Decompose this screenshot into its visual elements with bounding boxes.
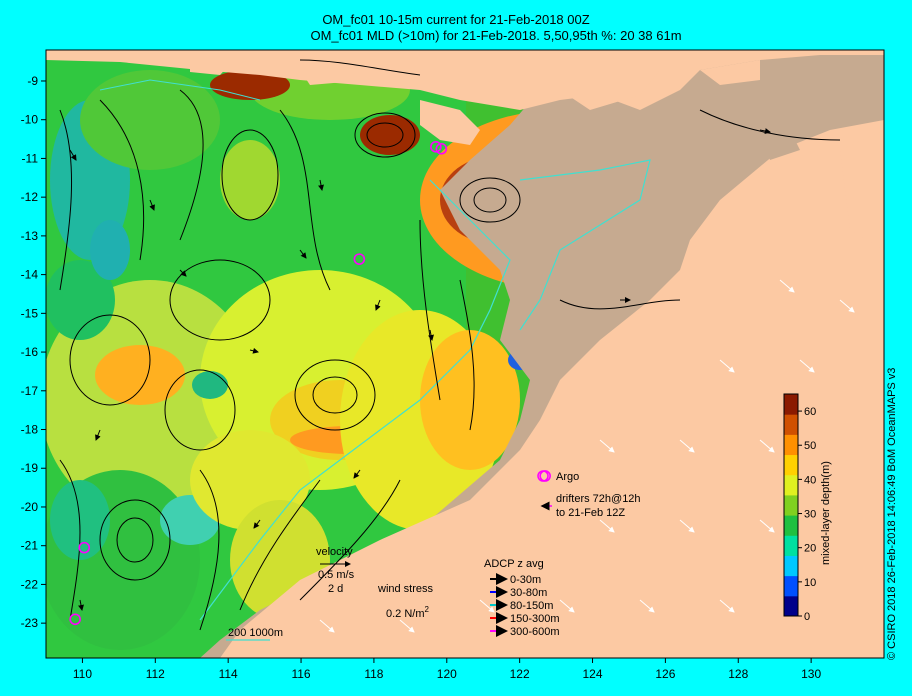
- argo-legend-label: Argo: [556, 471, 579, 483]
- map-subtitle: OM_fc01 MLD (>10m) for 21-Feb-2018. 5,50…: [310, 28, 682, 43]
- colorbar-label: mixed-layer depth(m): [820, 461, 832, 565]
- australia-land: [220, 120, 884, 658]
- velocity-time: 2 d: [328, 583, 343, 595]
- colorbar-cell: [784, 595, 798, 617]
- argo-float-marker: [435, 142, 448, 155]
- x-tick-label: 112: [146, 667, 165, 681]
- colorbar-tick-label: 60: [804, 406, 816, 418]
- plot-frame: [45, 49, 885, 659]
- argo-float-marker: [430, 141, 442, 153]
- adcp-legend-label: 0-30m: [510, 574, 541, 586]
- y-tick-label: -15: [21, 306, 39, 320]
- y-tick-label: -11: [22, 151, 39, 165]
- credit-text: © CSIRO 2018 26-Feb-2018 14:06:49 BoM Oc…: [886, 367, 898, 660]
- map-title: OM_fc01 10-15m current for 21-Feb-2018 0…: [322, 12, 590, 27]
- x-tick-label: 124: [583, 667, 603, 681]
- wind-stress-scale: 0.2 N/m2: [386, 605, 430, 620]
- adcp-legend-label: 30-80m: [510, 587, 547, 599]
- colorbar-cell: [784, 494, 798, 516]
- map-legend: Argo drifters 72h@12h to 21-Feb 12Z velo…: [226, 470, 641, 641]
- wind-stress-label: wind stress: [377, 583, 434, 595]
- y-tick-label: -13: [21, 229, 39, 243]
- colorbar-tick-label: 50: [804, 440, 816, 452]
- x-tick-label: 128: [728, 667, 748, 681]
- argo-float-marker: [69, 613, 81, 626]
- x-tick-label: 122: [510, 667, 530, 681]
- y-tick-label: -14: [21, 268, 39, 282]
- y-tick-label: -12: [21, 190, 39, 204]
- x-tick-label: 120: [437, 667, 457, 681]
- x-axis: 110 112 114 116 118 120 122 124 126 128 130: [73, 658, 821, 681]
- current-arrows: [69, 128, 771, 611]
- y-tick-label: -17: [21, 384, 39, 398]
- drifters-label-1: drifters 72h@12h: [556, 493, 641, 505]
- colorbar-tick-label: 0: [804, 611, 810, 623]
- colorbar-tick-label: 10: [804, 577, 816, 589]
- x-tick-label: 110: [73, 667, 92, 681]
- isobath-legend-label: 200 1000m: [228, 627, 283, 639]
- adcp-legend-label: 80-150m: [510, 600, 553, 612]
- y-tick-label: -20: [21, 500, 39, 514]
- x-tick-label: 116: [291, 667, 310, 681]
- y-tick-label: -21: [21, 539, 39, 553]
- colorbar-cell: [784, 414, 798, 435]
- argo-float-marker: [353, 253, 366, 265]
- colorbar-cell: [784, 394, 798, 415]
- colorbar-cell: [784, 575, 798, 597]
- colorbar-tick-label: 40: [804, 474, 816, 486]
- colorbar-frame: [783, 393, 799, 617]
- y-tick-label: -9: [27, 74, 38, 88]
- y-tick-label: -23: [21, 616, 39, 630]
- x-tick-label: 114: [219, 667, 238, 681]
- wind-stress-arrows: [319, 279, 855, 633]
- x-tick-label: 126: [655, 667, 675, 681]
- colorbar-cell: [784, 515, 798, 536]
- colorbar-cell: [784, 434, 798, 456]
- velocity-scale: 0.5 m/s: [318, 569, 355, 581]
- colorbar-tick-label: 30: [804, 509, 816, 521]
- y-tick-label: -22: [21, 577, 39, 591]
- colorbar-cell: [784, 555, 798, 577]
- colorbar: 0 10 20 30 40 50 60 mixed-layer depth(m): [783, 393, 832, 623]
- colorbar-cell: [784, 535, 798, 556]
- y-tick-label: -18: [21, 423, 39, 437]
- adcp-legend-label: 300-600m: [510, 626, 560, 638]
- colorbar-cell: [784, 474, 798, 496]
- y-tick-label: -10: [21, 113, 39, 127]
- indonesia-land: [46, 50, 884, 110]
- x-tick-label: 118: [364, 667, 383, 681]
- colorbar-tick-label: 20: [804, 543, 816, 555]
- argo-legend-icon: [537, 470, 549, 482]
- mld-field: [46, 50, 884, 658]
- adcp-legend-label: 150-300m: [510, 613, 560, 625]
- adcp-title: ADCP z avg: [484, 558, 544, 570]
- y-tick-label: -16: [21, 345, 39, 359]
- drifters-label-2: to 21-Feb 12Z: [556, 507, 625, 519]
- x-tick-label: 130: [801, 667, 821, 681]
- y-axis: -9 -10 -11 -12 -13 -14 -15 -16 -17 -18 -19 -20 -21 -2…: [21, 74, 46, 630]
- y-tick-label: -19: [21, 461, 39, 475]
- current-streamlines: [59, 59, 841, 631]
- argo-float-marker: [78, 541, 91, 554]
- velocity-label: velocity: [316, 546, 353, 558]
- colorbar-cell: [784, 454, 798, 476]
